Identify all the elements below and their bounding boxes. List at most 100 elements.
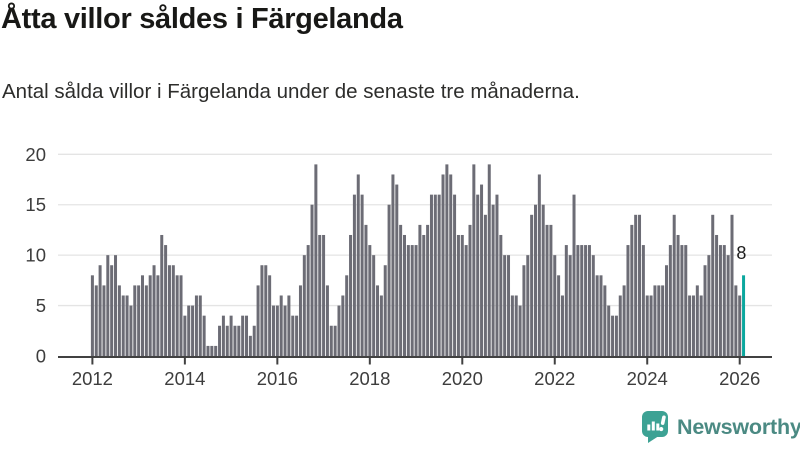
bar [518, 305, 522, 356]
bar [191, 305, 195, 356]
bar [221, 315, 225, 356]
bar [611, 315, 615, 356]
bar [279, 295, 283, 356]
bar [167, 265, 171, 356]
newsworthy-wordmark: Newsworthy [677, 414, 800, 439]
bar [368, 245, 372, 356]
bar [245, 315, 249, 356]
bar [476, 194, 480, 356]
bar [468, 224, 472, 356]
x-axis-tick-label: 2022 [534, 368, 575, 389]
bar [152, 265, 156, 356]
bar [391, 174, 395, 356]
bar [580, 245, 584, 356]
x-axis-tick-label: 2026 [719, 368, 760, 389]
bar [379, 295, 383, 356]
bar [322, 234, 326, 356]
bar [229, 315, 233, 356]
bar [630, 224, 634, 356]
bar [483, 214, 487, 356]
bar [156, 275, 160, 356]
bar [298, 285, 302, 356]
page-subtitle: Antal sålda villor i Färgelanda under de… [2, 80, 580, 103]
x-axis-tick-label: 2020 [442, 368, 483, 389]
bar [560, 295, 564, 356]
bar [214, 345, 218, 356]
bar [688, 295, 692, 356]
x-axis-tick-label: 2012 [72, 368, 113, 389]
y-axis-tick-label: 0 [36, 346, 46, 367]
y-axis-tick-label: 10 [25, 245, 46, 266]
bar [429, 194, 433, 356]
bar [718, 245, 722, 356]
bar [711, 214, 715, 356]
bar [133, 285, 137, 356]
bar [144, 285, 148, 356]
bar [360, 194, 364, 356]
bar [460, 234, 464, 356]
bar [268, 275, 272, 356]
bar [691, 295, 695, 356]
bar [680, 245, 684, 356]
bar [456, 234, 460, 356]
bar [271, 305, 275, 356]
bar [406, 245, 410, 356]
bar [329, 325, 333, 356]
bar [657, 285, 661, 356]
bar [121, 295, 125, 356]
bar [449, 174, 453, 356]
bar [510, 295, 514, 356]
bar [568, 255, 572, 356]
bar [707, 255, 711, 356]
bar [260, 265, 264, 356]
bar [395, 184, 399, 356]
bar [584, 245, 588, 356]
bar [614, 315, 618, 356]
bar [549, 224, 553, 356]
bar [507, 255, 511, 356]
bar [137, 285, 141, 356]
bar [730, 214, 734, 356]
bar [325, 285, 329, 356]
bar [318, 234, 322, 356]
bar [256, 285, 260, 356]
bar [715, 234, 719, 356]
bar [530, 214, 534, 356]
x-axis-tick-label: 2018 [349, 368, 390, 389]
bar [703, 265, 707, 356]
bar [487, 164, 491, 356]
bar [252, 325, 256, 356]
bar [210, 345, 214, 356]
bar [618, 295, 622, 356]
y-axis-tick-label: 15 [25, 194, 46, 215]
bar [94, 285, 98, 356]
bar [337, 305, 341, 356]
bar [341, 295, 345, 356]
bar [140, 275, 144, 356]
newsworthy-icon [642, 411, 668, 443]
bar [445, 164, 449, 356]
bar [541, 204, 545, 356]
bar [352, 194, 356, 356]
bar [349, 234, 353, 356]
bar [722, 245, 726, 356]
bar [634, 214, 638, 356]
bar [668, 245, 672, 356]
bar [194, 295, 198, 356]
bar [148, 275, 152, 356]
bar [387, 204, 391, 356]
bar [607, 305, 611, 356]
bar [684, 245, 688, 356]
bar [664, 265, 668, 356]
highlighted-bar [742, 275, 746, 356]
bar [218, 325, 222, 356]
bar [202, 315, 206, 356]
bar [345, 275, 349, 356]
bar [464, 245, 468, 356]
y-axis-tick-label: 5 [36, 295, 46, 316]
bar [645, 295, 649, 356]
bar [114, 255, 118, 356]
bar [117, 285, 121, 356]
bar [402, 234, 406, 356]
x-axis-tick-label: 2016 [257, 368, 298, 389]
